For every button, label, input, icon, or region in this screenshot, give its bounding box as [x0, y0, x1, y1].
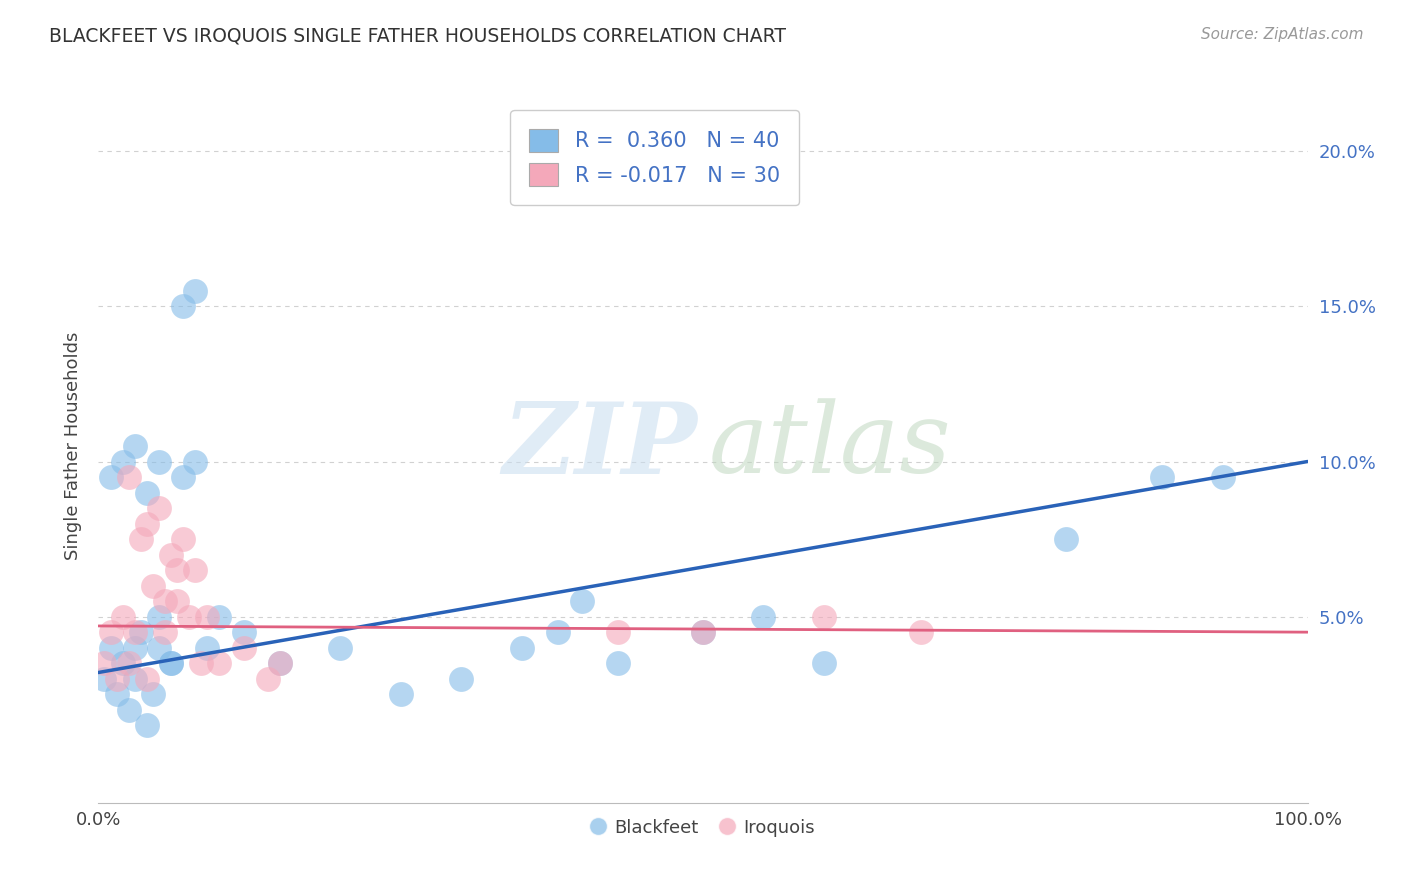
Point	[93, 672, 115, 686]
Text: atlas: atlas	[709, 399, 952, 493]
Point	[135, 672, 157, 686]
Point	[135, 718, 157, 732]
Point	[184, 563, 207, 577]
Point	[232, 640, 254, 655]
Point	[111, 454, 134, 468]
Point	[1212, 470, 1234, 484]
Text: Source: ZipAtlas.com: Source: ZipAtlas.com	[1201, 27, 1364, 42]
Point	[329, 640, 352, 655]
Point	[118, 703, 141, 717]
Point	[607, 625, 630, 640]
Point	[1152, 470, 1174, 484]
Point	[142, 579, 165, 593]
Legend: Blackfeet, Iroquois: Blackfeet, Iroquois	[583, 812, 823, 844]
Point	[129, 532, 152, 546]
Text: ZIP: ZIP	[502, 398, 697, 494]
Point	[1054, 532, 1077, 546]
Point	[124, 640, 146, 655]
Point	[208, 656, 231, 670]
Point	[148, 501, 170, 516]
Y-axis label: Single Father Households: Single Father Households	[63, 332, 82, 560]
Point	[813, 656, 835, 670]
Point	[813, 609, 835, 624]
Point	[752, 609, 775, 624]
Point	[184, 284, 207, 298]
Point	[166, 563, 188, 577]
Point	[450, 672, 472, 686]
Point	[129, 625, 152, 640]
Point	[111, 609, 134, 624]
Point	[142, 687, 165, 701]
Point	[190, 656, 212, 670]
Point	[160, 656, 183, 670]
Point	[118, 470, 141, 484]
Point	[166, 594, 188, 608]
Point	[692, 625, 714, 640]
Point	[100, 640, 122, 655]
Point	[510, 640, 533, 655]
Point	[100, 625, 122, 640]
Point	[910, 625, 932, 640]
Point	[153, 594, 176, 608]
Point	[135, 485, 157, 500]
Point	[571, 594, 593, 608]
Point	[179, 609, 201, 624]
Point	[195, 609, 218, 624]
Point	[607, 656, 630, 670]
Point	[160, 548, 183, 562]
Point	[148, 640, 170, 655]
Point	[172, 470, 194, 484]
Point	[184, 454, 207, 468]
Point	[256, 672, 278, 686]
Point	[124, 625, 146, 640]
Point	[269, 656, 291, 670]
Point	[118, 656, 141, 670]
Point	[148, 609, 170, 624]
Point	[105, 687, 128, 701]
Point	[153, 625, 176, 640]
Point	[208, 609, 231, 624]
Point	[124, 672, 146, 686]
Point	[105, 672, 128, 686]
Point	[195, 640, 218, 655]
Point	[232, 625, 254, 640]
Point	[269, 656, 291, 670]
Point	[124, 439, 146, 453]
Point	[135, 516, 157, 531]
Point	[93, 656, 115, 670]
Point	[389, 687, 412, 701]
Point	[547, 625, 569, 640]
Point	[111, 656, 134, 670]
Point	[172, 299, 194, 313]
Point	[692, 625, 714, 640]
Text: BLACKFEET VS IROQUOIS SINGLE FATHER HOUSEHOLDS CORRELATION CHART: BLACKFEET VS IROQUOIS SINGLE FATHER HOUS…	[49, 27, 786, 45]
Point	[172, 532, 194, 546]
Point	[148, 454, 170, 468]
Point	[160, 656, 183, 670]
Point	[100, 470, 122, 484]
